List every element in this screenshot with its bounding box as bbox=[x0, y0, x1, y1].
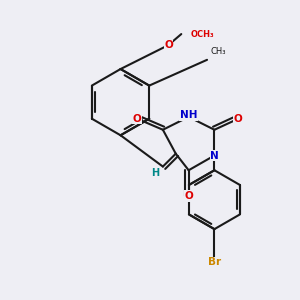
Text: N: N bbox=[210, 151, 219, 160]
Text: CH₃: CH₃ bbox=[211, 47, 226, 56]
Text: OCH₃: OCH₃ bbox=[190, 30, 214, 39]
Text: O: O bbox=[164, 40, 173, 50]
Text: Br: Br bbox=[208, 257, 221, 267]
Text: O: O bbox=[133, 114, 142, 124]
Text: O: O bbox=[184, 191, 193, 201]
Text: H: H bbox=[151, 168, 159, 178]
Text: NH: NH bbox=[180, 110, 197, 120]
Text: O: O bbox=[234, 114, 243, 124]
